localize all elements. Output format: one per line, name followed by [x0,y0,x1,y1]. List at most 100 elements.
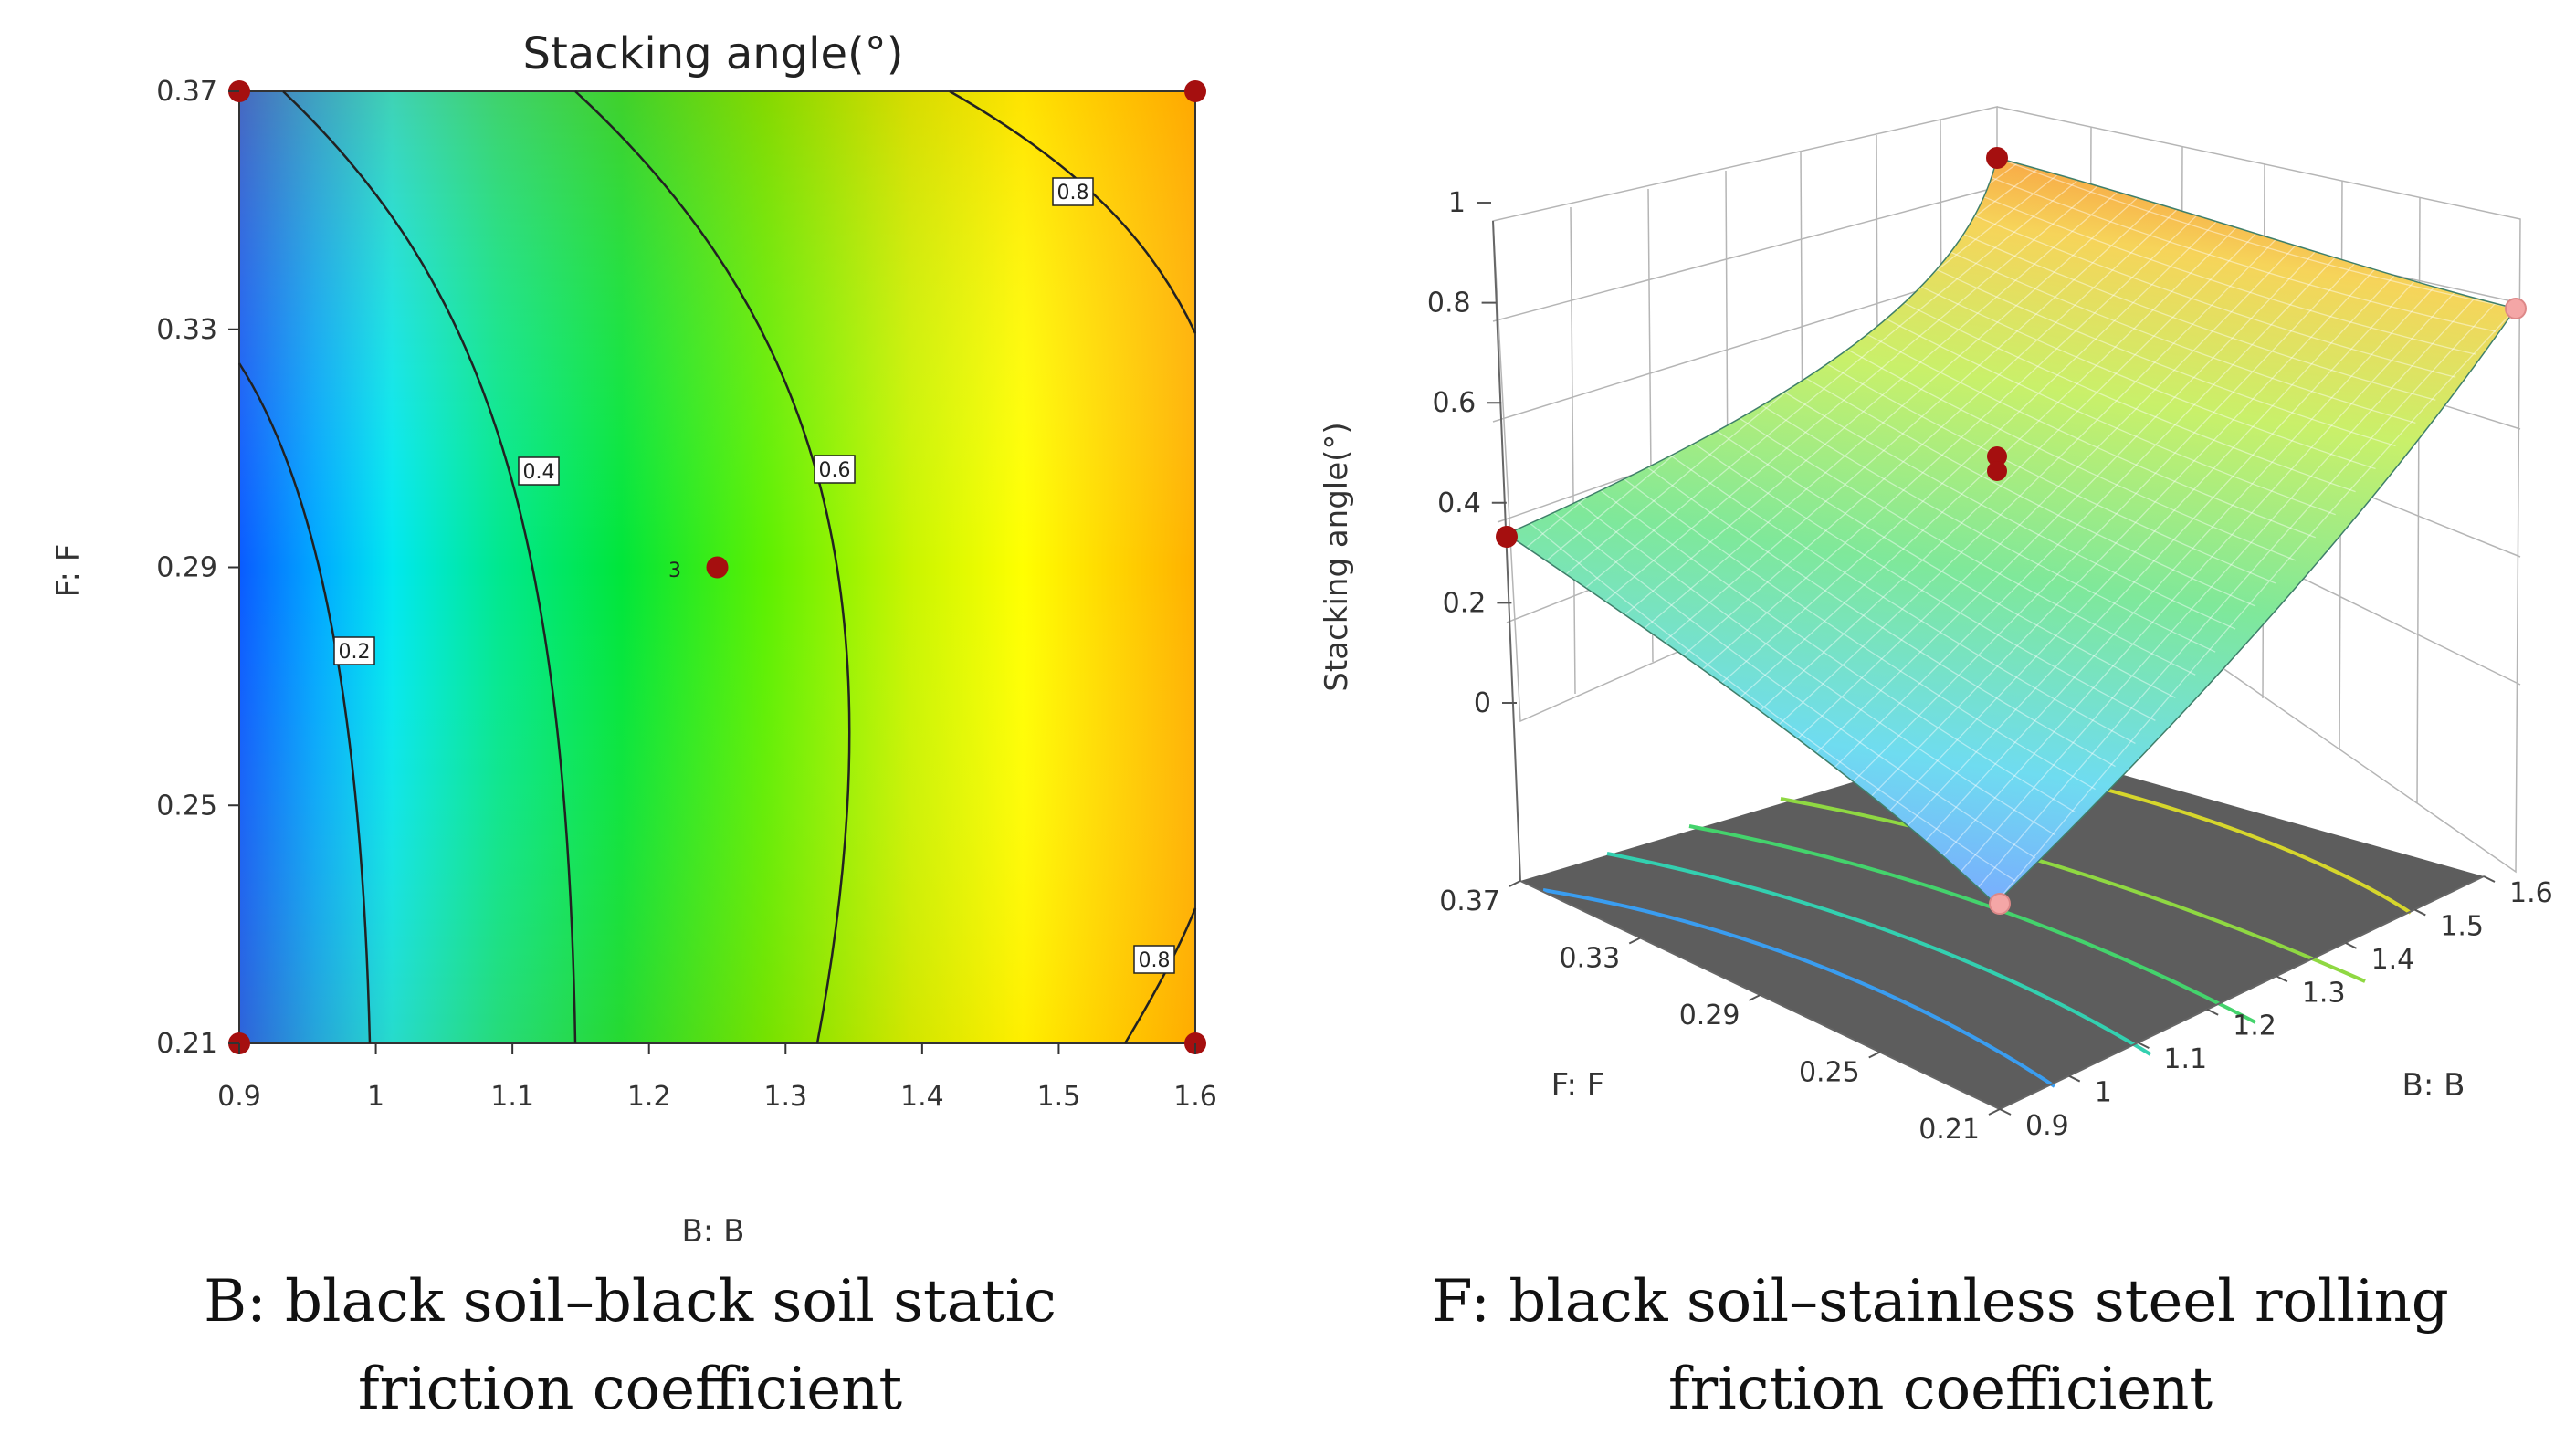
z-tick-label: 0.4 [1437,487,1481,519]
surface-point-center-1 [1987,446,2007,466]
contour-label-0.8-bottom: 0.8 [1133,945,1175,974]
mesh-line [1900,278,2417,833]
mesh-line [1676,403,2176,698]
x-tick-label: 1.5 [1037,1081,1081,1113]
mesh-line [1731,226,2237,706]
surface-point-top [1986,147,2008,169]
x-axis-label: B: B [682,1213,745,1250]
mesh-line [1562,489,2056,836]
z-tick-label: 0.8 [1427,288,1471,319]
x-tick-label: 1.6 [1173,1081,1217,1113]
z-axis-line [1492,220,1521,882]
f-tick-mark [1509,880,1521,887]
b-tick-label: 1.2 [2233,1011,2276,1042]
mesh-line [1808,301,2316,539]
mesh-line [1695,388,2196,676]
y-tick-label: 0.25 [156,790,217,822]
contour-line-0.4 [282,90,577,1044]
x-axis-ticks: 0.9 1 1.1 1.2 1.3 1.4 1.5 1.6 [217,1043,1217,1113]
f-tick-mark [1988,1108,2001,1116]
caption-right: F: black soil–stainless steel rolling fr… [1370,1258,2511,1433]
x-tick-label: 1.3 [763,1081,807,1113]
b-tick-mark [2068,1074,2081,1083]
x-tick-label: 0.9 [217,1081,261,1113]
b-tick-mark [2345,941,2358,949]
response-surface [1507,158,2516,904]
caption-left-line-2: friction coefficient [357,1356,903,1423]
contour-label-0.2: 0.2 [333,636,375,665]
surface-point-left [1496,526,1518,548]
b-tick-label: 1.4 [2371,944,2415,976]
mesh-line [1638,432,2136,745]
y-tick-label: 0.33 [156,314,217,346]
b-tick-mark [2206,1008,2219,1016]
mesh-line [1600,461,2096,791]
mesh-line [1826,288,2336,516]
b-tick-mark [2483,875,2496,883]
mesh-line [1845,273,2356,493]
surface-point-center-2 [1987,461,2007,481]
mesh-line [1865,258,2376,470]
mesh-line [1619,192,2118,620]
caption-right-line-1: F: black soil–stainless steel rolling [1432,1268,2449,1336]
mesh-line [1806,250,2318,762]
x-tick-label: 1 [367,1081,384,1113]
mesh-line [1581,180,2077,592]
chart-title: Stacking angle(°) [523,28,904,79]
contour-line-0.8-top [949,89,1197,334]
f-tick-mark [1628,937,1641,945]
f-tick-label: 0.25 [1799,1057,1860,1089]
f-tick-mark [1749,994,1761,1001]
svg-text:0.6: 0.6 [819,459,851,482]
b-tick-label: 1 [2095,1077,2112,1109]
b-tick-mark [1999,1108,2012,1116]
mesh-line [1732,360,2236,630]
mesh-line [1957,296,2476,876]
mesh-line [1788,244,2297,749]
b-tick-label: 1.3 [2302,977,2346,1009]
z-tick-label: 0.6 [1432,387,1476,419]
mesh-line [1712,221,2217,691]
surface-point-right [2505,298,2527,319]
z-tick-label: 0 [1474,687,1491,719]
y-tick-label: 0.29 [156,552,217,584]
svg-text:0.2: 0.2 [339,641,371,664]
b-tick-mark [2413,908,2426,917]
mesh-line [1996,158,2516,309]
x-tick-label: 1.1 [490,1081,534,1113]
mesh-line [1582,476,2076,813]
z-axis-ticks: 0 0.2 0.4 0.6 0.8 1 [1427,187,1517,719]
mesh-line [1921,215,2436,401]
surface-point-bottom [1989,893,2011,915]
y-axis-ticks: 0.21 0.25 0.29 0.33 0.37 [156,76,239,1060]
svg-text:0.8: 0.8 [1057,182,1089,204]
f-tick-label: 0.29 [1679,1000,1740,1032]
mesh-line [1940,200,2456,378]
mesh-line [1600,186,2097,606]
z-tick-label: 1 [1448,187,1466,219]
mesh-line [1844,261,2357,791]
mesh-line [1902,229,2416,424]
mesh-line [1882,273,2397,819]
contour-label-0.4: 0.4 [518,456,560,486]
f-tick-label: 0.33 [1559,943,1620,975]
mesh-line [1883,244,2396,447]
mesh-line [1978,172,2497,332]
svg-text:0.8: 0.8 [1139,949,1171,972]
mesh-line [1751,345,2256,607]
contour-label-0.8-top: 0.8 [1052,177,1094,206]
mesh-line [1919,285,2437,848]
design-point [1184,80,1206,102]
y-axis-label: F: F [50,544,87,598]
b-axis-label: B: B [2402,1067,2465,1104]
x-tick-label: 1.4 [900,1081,944,1113]
mesh-line [1543,504,2036,859]
contour-label-0.6: 0.6 [814,455,856,484]
center-point [706,556,729,579]
surface-edge [1505,157,2518,906]
contour-plot: Stacking angle(°) 0.2 0.4 0.6 0.8 0.8 [50,28,1217,1250]
mesh-line [1825,256,2337,777]
mesh-line [1994,308,2516,904]
f-tick-label: 0.37 [1439,885,1500,917]
